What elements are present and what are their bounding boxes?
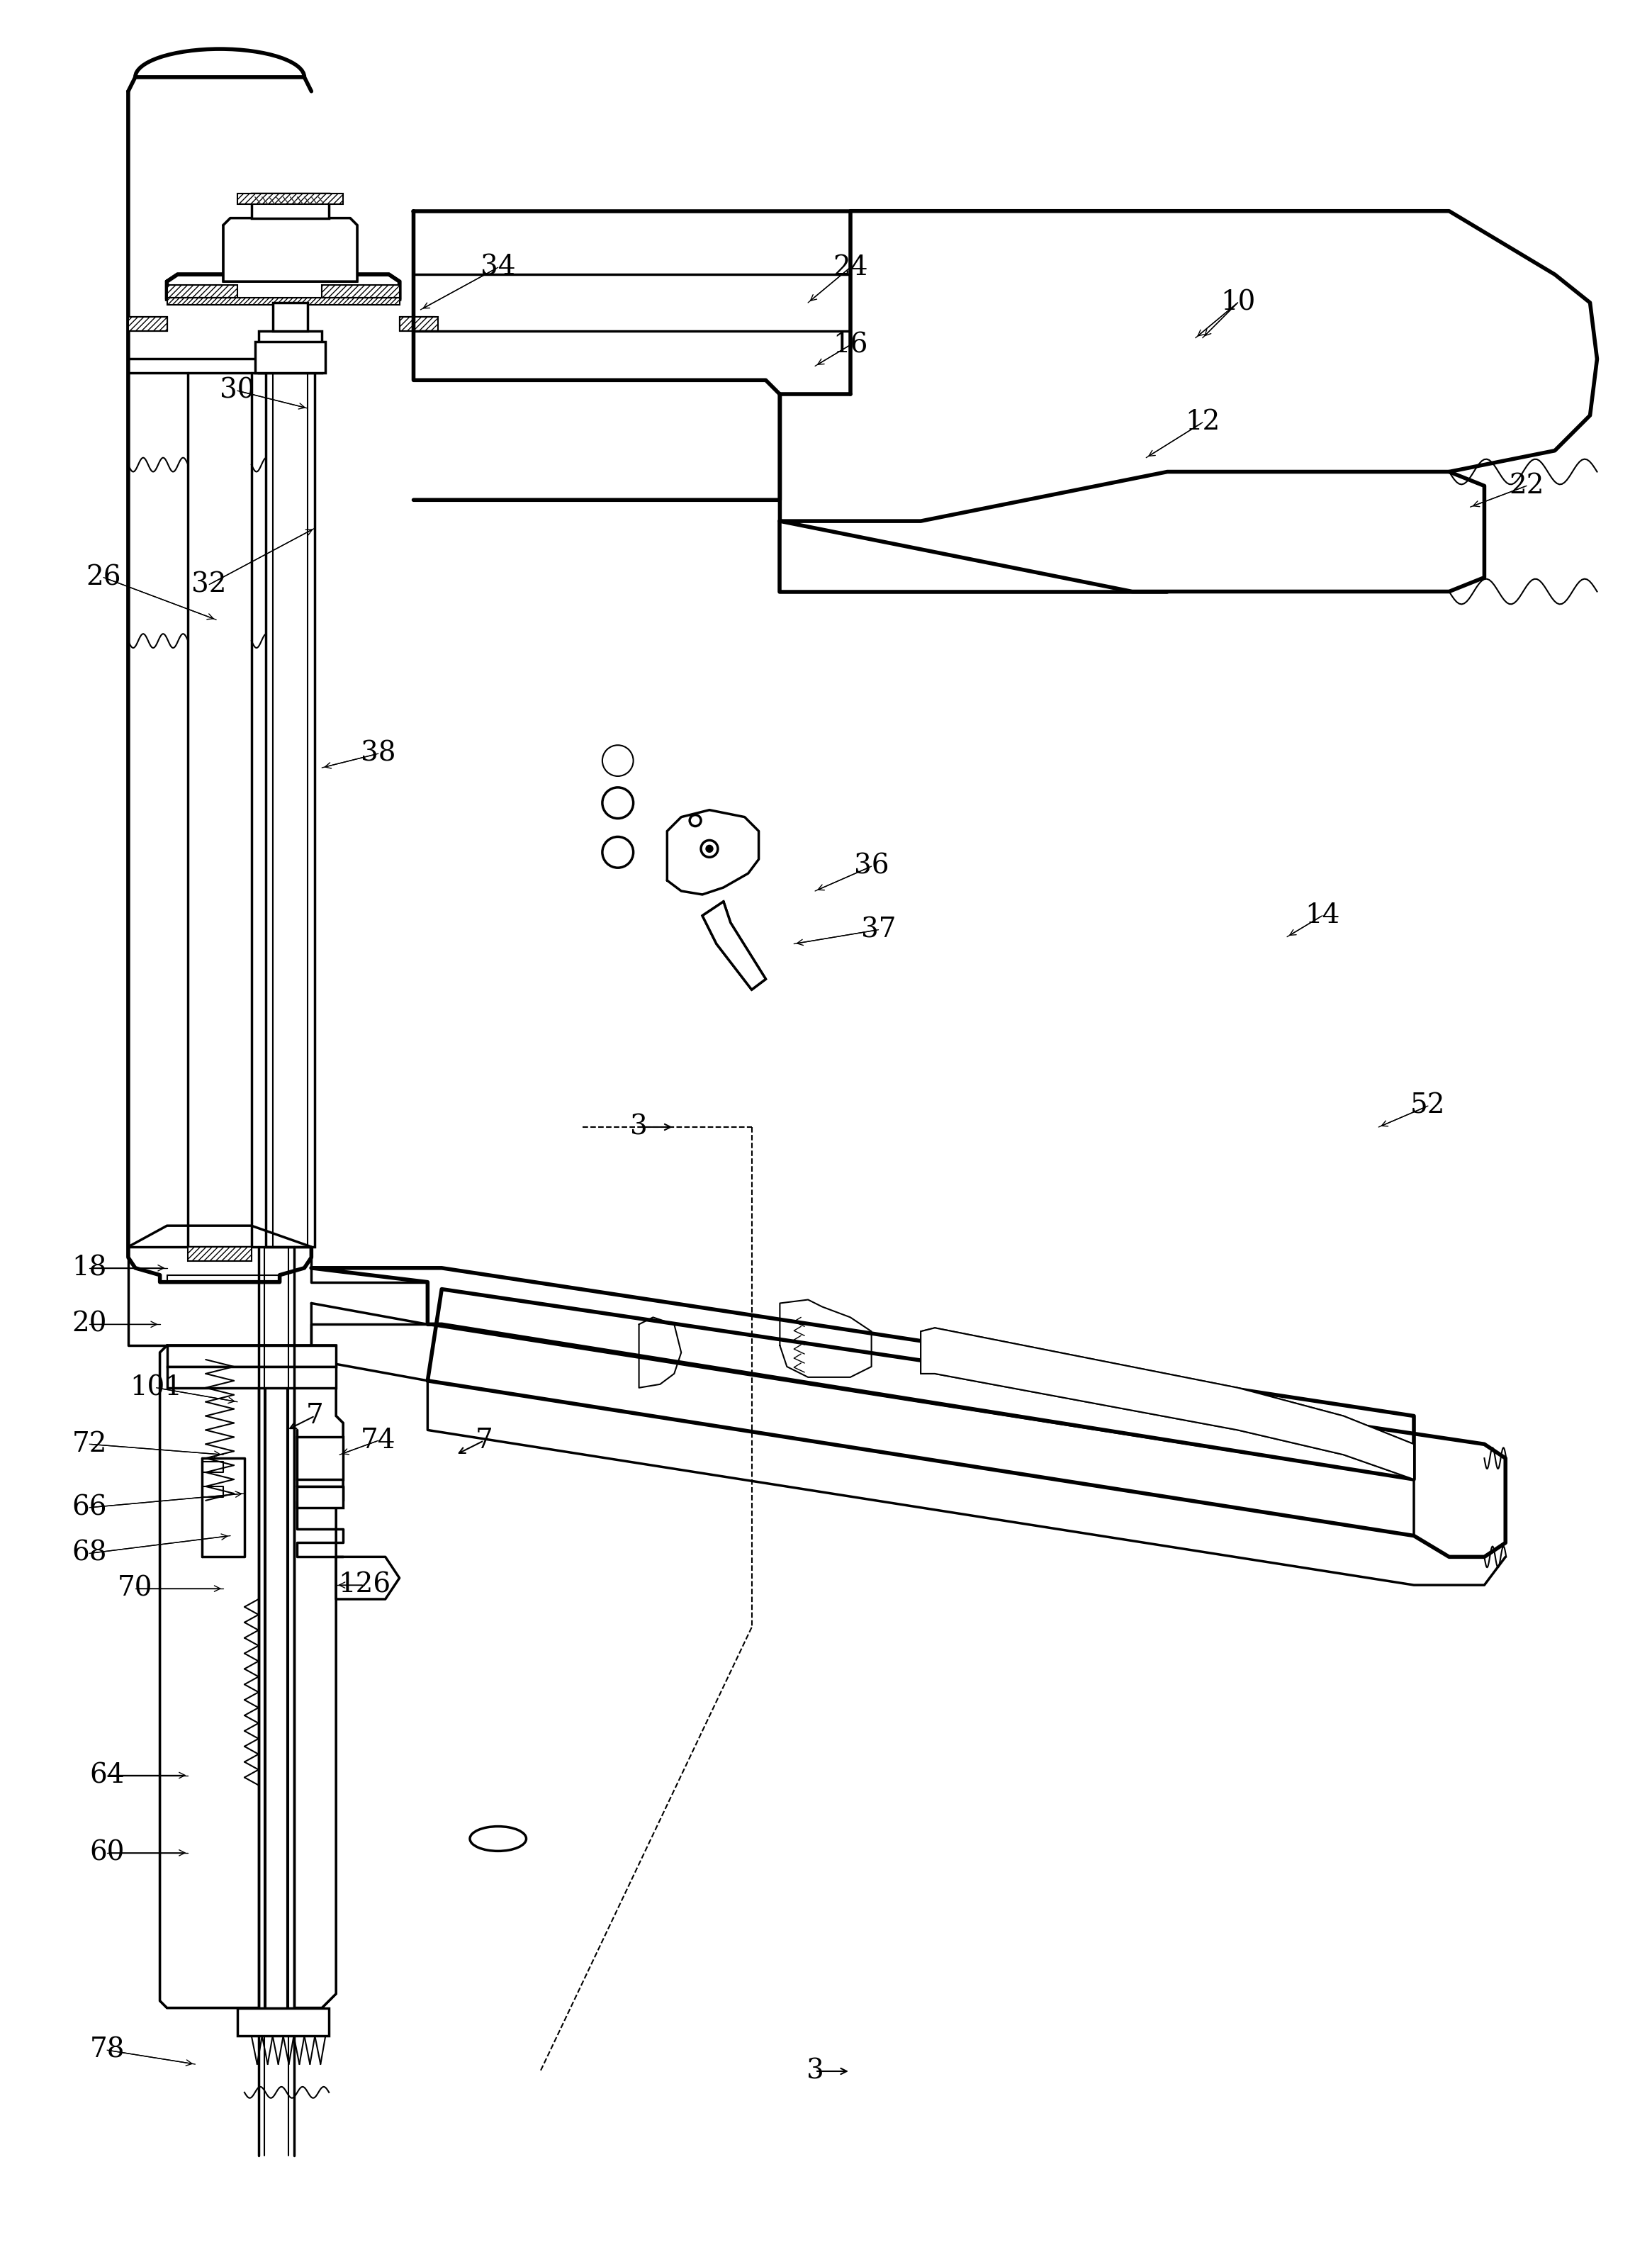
Text: 60: 60 (89, 1840, 124, 1867)
Circle shape (603, 745, 633, 777)
Polygon shape (223, 218, 357, 282)
Bar (238, 194, 344, 205)
Bar (297, 1437, 344, 1480)
Polygon shape (702, 901, 767, 989)
Text: 26: 26 (86, 565, 121, 590)
Circle shape (603, 838, 633, 867)
Bar (129, 318, 167, 331)
Bar (254, 342, 325, 374)
Text: 22: 22 (1508, 473, 1545, 500)
Bar (167, 1344, 335, 1367)
Text: 16: 16 (833, 331, 867, 358)
Text: 14: 14 (1305, 903, 1340, 928)
Bar (322, 286, 400, 297)
Bar (258, 331, 322, 374)
Text: 66: 66 (73, 1495, 107, 1520)
Polygon shape (160, 1344, 344, 2009)
Bar (188, 1248, 251, 1261)
Circle shape (700, 840, 719, 858)
Circle shape (611, 748, 624, 761)
Text: 101: 101 (131, 1374, 183, 1401)
Text: 52: 52 (1411, 1092, 1446, 1119)
Text: 24: 24 (833, 254, 867, 282)
Text: 3: 3 (806, 2058, 824, 2085)
Polygon shape (129, 318, 167, 331)
Text: 20: 20 (73, 1311, 107, 1338)
Text: 7: 7 (306, 1403, 324, 1430)
Bar (400, 318, 438, 331)
Bar (167, 286, 238, 297)
Text: 30: 30 (220, 378, 254, 403)
Text: 64: 64 (89, 1763, 124, 1788)
Polygon shape (920, 1329, 1414, 1480)
Bar (297, 1486, 344, 1507)
Bar (167, 1367, 335, 1387)
Circle shape (689, 815, 700, 826)
Text: 32: 32 (192, 572, 226, 597)
Polygon shape (167, 275, 400, 300)
Bar (251, 194, 329, 218)
Bar (258, 1344, 294, 2009)
Polygon shape (400, 318, 434, 331)
Circle shape (705, 845, 714, 851)
Bar (266, 374, 316, 1248)
Bar (238, 2009, 329, 2036)
Circle shape (603, 788, 633, 817)
Text: 126: 126 (339, 1572, 390, 1599)
Text: 68: 68 (73, 1540, 107, 1567)
Text: 74: 74 (360, 1428, 396, 1455)
Text: 3: 3 (629, 1115, 648, 1140)
Text: 34: 34 (481, 254, 515, 282)
Text: 7: 7 (476, 1428, 492, 1455)
Bar (273, 302, 307, 331)
Bar (167, 297, 400, 304)
Text: 37: 37 (861, 917, 895, 944)
Text: 36: 36 (854, 854, 889, 881)
Text: 70: 70 (117, 1576, 152, 1601)
Text: 72: 72 (73, 1430, 107, 1457)
Text: 38: 38 (360, 741, 396, 766)
Text: 12: 12 (1184, 410, 1221, 435)
Text: 78: 78 (89, 2038, 124, 2063)
Text: 10: 10 (1221, 291, 1256, 315)
Text: 18: 18 (73, 1254, 107, 1281)
